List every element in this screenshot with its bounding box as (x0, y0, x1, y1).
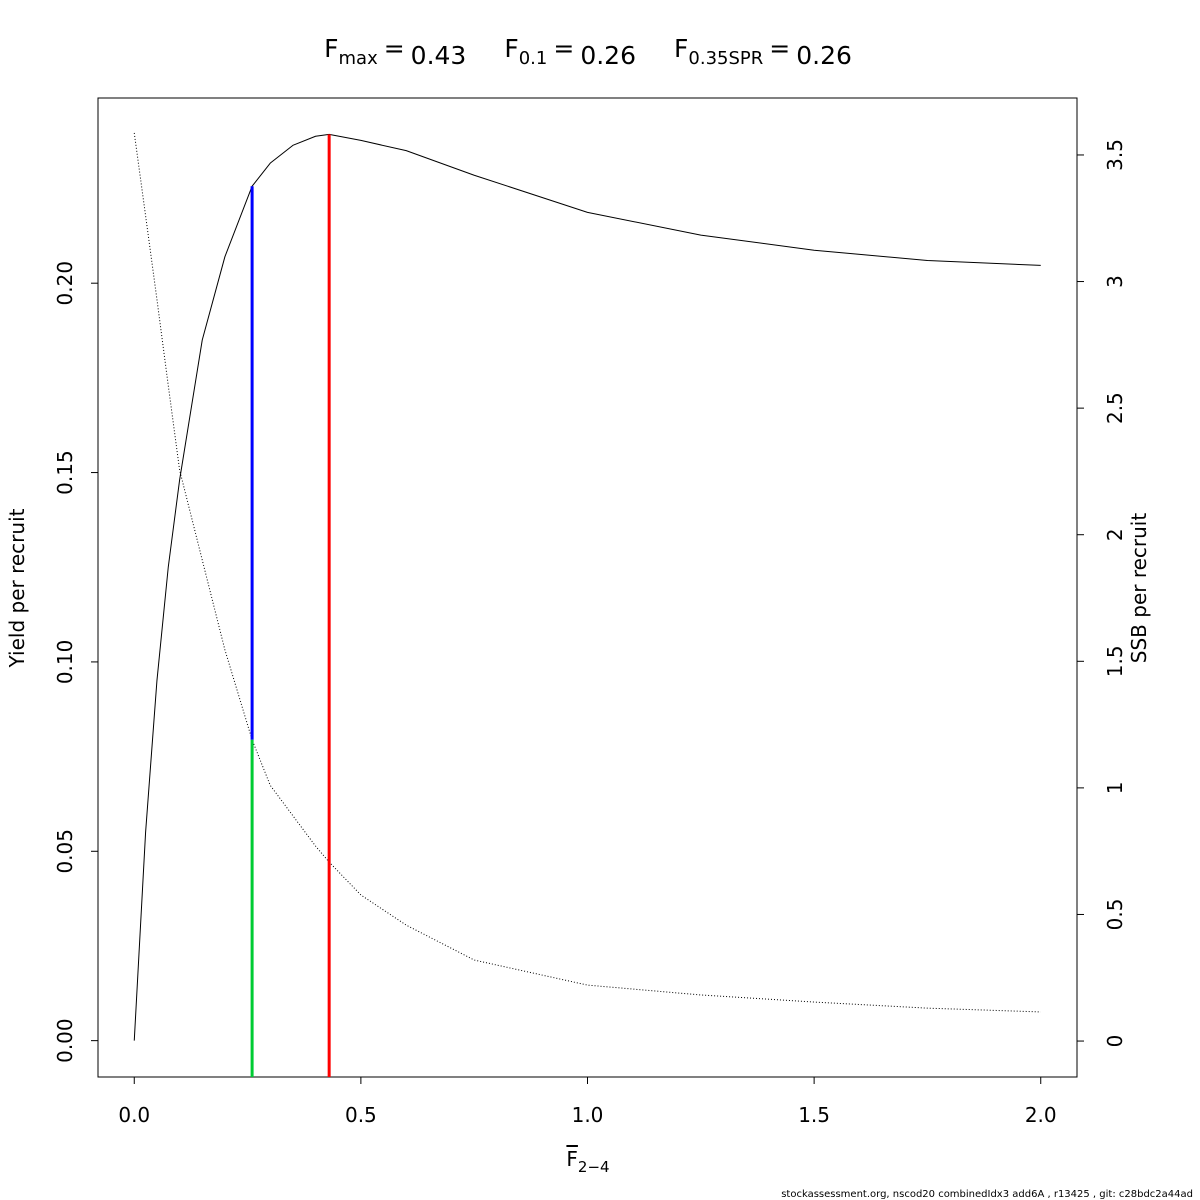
x-tick-label: 1.5 (798, 1103, 830, 1127)
y-tick-label: 0.10 (53, 640, 77, 685)
y-tick-label: 0.00 (53, 1018, 77, 1063)
chart-title: Fmax = 0.43 F0.1 = 0.26 F0.35SPR = 0.26 (324, 34, 852, 70)
y2-tick-label: 2.5 (1103, 392, 1127, 424)
x-tick-label: 2.0 (1025, 1103, 1057, 1127)
y-tick-label: 0.15 (53, 450, 77, 495)
title-subscript: 0.35SPR (688, 48, 763, 69)
title-subscript: max (339, 48, 379, 69)
y-tick-label: 0.20 (53, 261, 77, 306)
title-relation: = (769, 34, 790, 63)
title-subscript: 0.1 (519, 48, 548, 69)
yield-line (133, 133, 1041, 1041)
title-relation: = (384, 34, 405, 63)
title-symbol: F (324, 34, 338, 63)
y2-tick-label: 3.5 (1103, 139, 1127, 171)
y2-tick-label: 1.5 (1103, 645, 1127, 677)
title-value: 0.43 (411, 41, 467, 70)
x-label-subscript: 2−4 (578, 1158, 610, 1176)
y2-tick-label: 0.5 (1103, 899, 1127, 931)
y2-tick-label: 2 (1103, 528, 1127, 541)
footer: stockassessment.org, nscod20 combinedIdx… (781, 1189, 1193, 1200)
y2-tick-label: 3 (1103, 275, 1127, 288)
title-value: 0.26 (580, 41, 636, 70)
x-label-symbol: F (566, 1147, 578, 1171)
y-tick-label: 0.05 (53, 829, 77, 874)
y2-axis-label: SSB per recruit (1127, 513, 1151, 664)
x-tick-label: 0.0 (118, 1103, 150, 1127)
title-symbol: F (504, 34, 518, 63)
y-axis-label: Yield per recruit (5, 508, 29, 668)
x-tick-label: 1.0 (572, 1103, 604, 1127)
x-tick-label: 0.5 (345, 1103, 377, 1127)
y2-tick-label: 1 (1103, 782, 1127, 795)
title-value: 0.26 (796, 41, 852, 70)
plot-frame (97, 97, 1078, 1078)
ssb-line (133, 132, 1041, 1013)
y2-tick-label: 0 (1103, 1035, 1127, 1048)
title-symbol: F (674, 34, 688, 63)
title-relation: = (553, 34, 574, 63)
x-axis-label: F2−4 (566, 1147, 609, 1176)
